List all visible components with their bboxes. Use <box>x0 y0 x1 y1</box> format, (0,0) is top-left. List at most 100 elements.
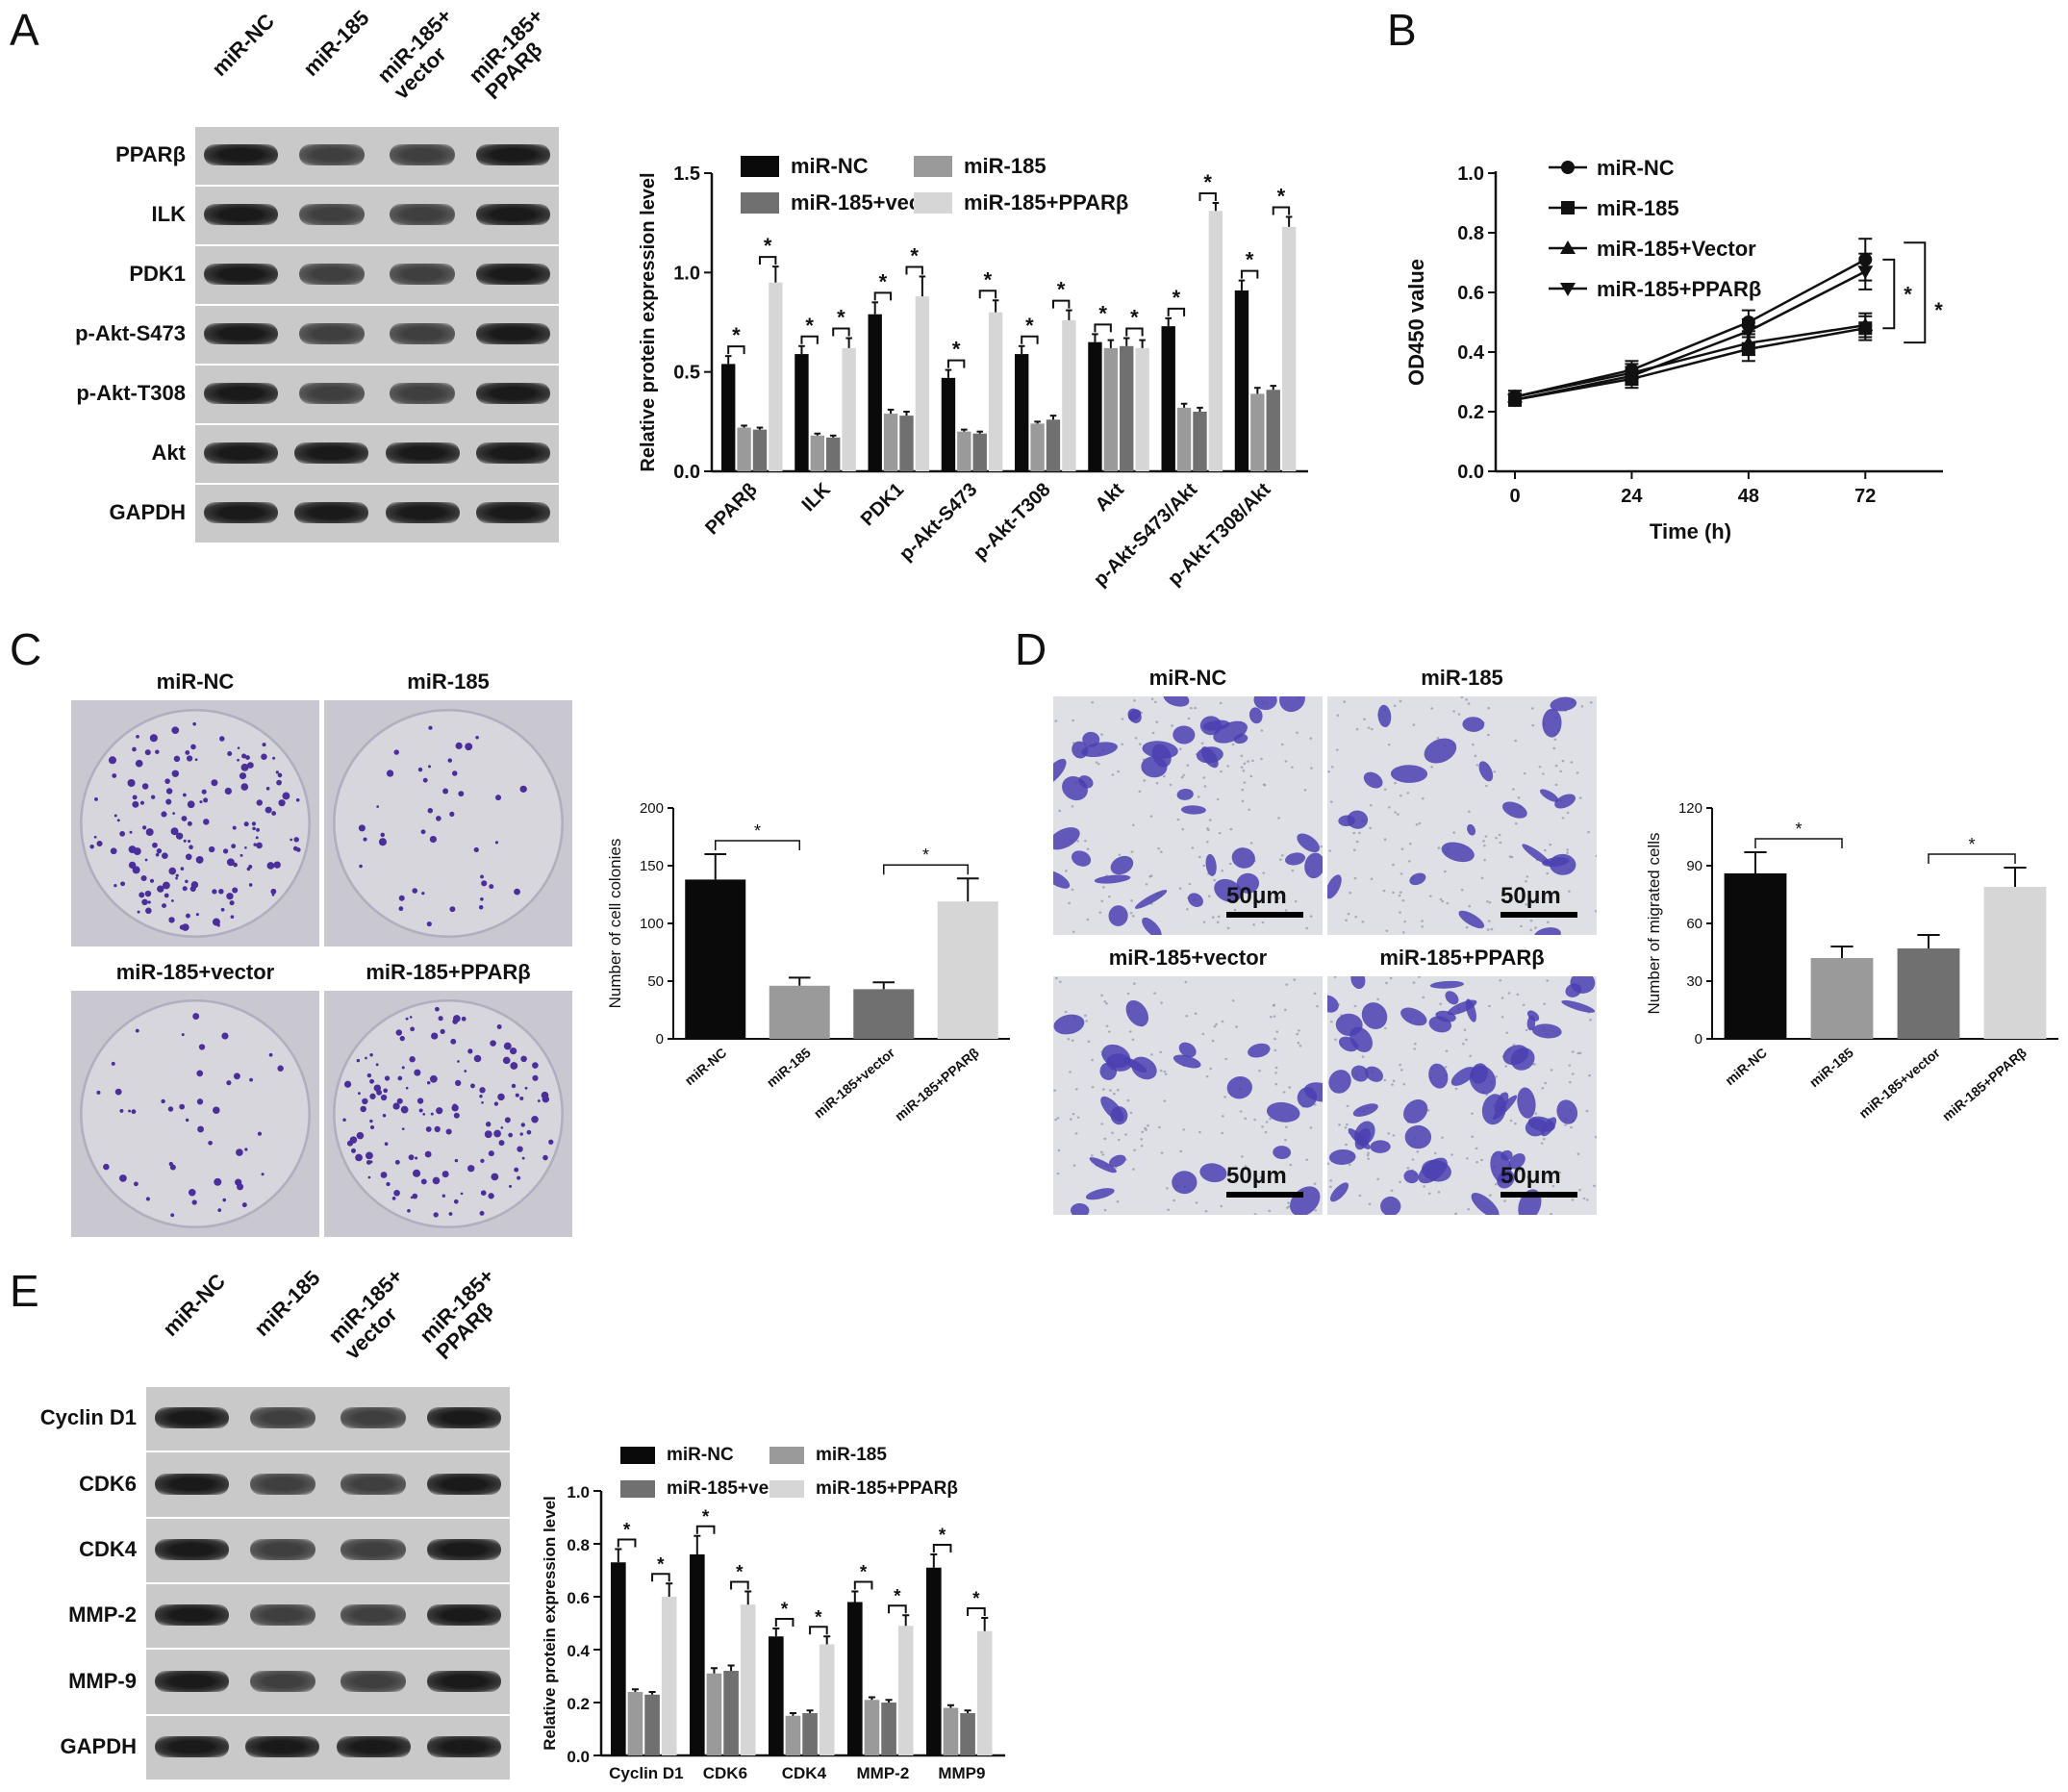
colony-dot <box>367 1175 371 1179</box>
membrane-pore <box>1422 996 1425 999</box>
membrane-pore <box>1064 1010 1068 1014</box>
y-tick-label: 60 <box>1686 916 1702 932</box>
membrane-pore <box>1249 774 1253 778</box>
colony-dot <box>181 816 188 821</box>
membrane-pore <box>1407 860 1411 863</box>
colony-dot <box>470 1083 475 1089</box>
significance-bracket <box>1125 327 1144 337</box>
bar <box>1103 347 1119 471</box>
membrane-pore <box>1284 1125 1288 1128</box>
colony-dot <box>244 1148 248 1151</box>
membrane-pore <box>1213 1024 1217 1028</box>
protein-band <box>427 1670 502 1692</box>
membrane-pore <box>1229 1180 1233 1183</box>
colony-dot <box>239 772 247 780</box>
migrated-cell <box>1071 850 1092 867</box>
bar <box>769 282 783 471</box>
membrane-pore <box>1297 1029 1300 1032</box>
significance-star: * <box>922 846 929 865</box>
colony-dot <box>165 798 172 805</box>
protein-band <box>154 1735 229 1757</box>
membrane-pore <box>1056 1117 1060 1120</box>
colony-dot <box>451 1104 459 1112</box>
blot-row-label: p-Akt-T308 <box>76 381 186 405</box>
colony-dot <box>161 811 167 818</box>
membrane-pore <box>1220 770 1223 773</box>
colony-dot <box>211 779 218 787</box>
membrane-pore <box>1338 1123 1341 1126</box>
membrane-pore <box>1474 754 1477 758</box>
bar <box>897 1626 914 1755</box>
colony-plate-photo <box>324 991 572 1237</box>
bar <box>752 429 768 471</box>
photo-title: miR-185 <box>1421 666 1503 690</box>
colony-dot <box>147 900 151 904</box>
membrane-pore <box>1069 1118 1072 1121</box>
membrane-pore <box>1399 891 1402 894</box>
membrane-pore <box>1056 1172 1060 1175</box>
colony-dot <box>412 1169 421 1177</box>
membrane-pore <box>1348 1163 1351 1166</box>
membrane-pore <box>1327 770 1331 773</box>
colony-dot <box>440 1028 445 1035</box>
membrane-pore <box>1203 785 1207 788</box>
bar <box>842 347 856 471</box>
membrane-pore <box>1418 821 1422 825</box>
legend-label: miR-185 <box>1597 196 1679 220</box>
membrane-pore <box>1389 976 1393 980</box>
colony-dot <box>164 778 170 784</box>
membrane-pore <box>1466 1157 1469 1160</box>
membrane-pore <box>1274 1037 1276 1041</box>
membrane-pore <box>1211 1039 1215 1043</box>
colony-dot <box>222 1198 227 1202</box>
membrane-pore <box>1439 1002 1443 1006</box>
membrane-pore <box>1370 877 1374 880</box>
colony-dot <box>185 879 189 884</box>
membrane-pore <box>1284 909 1288 912</box>
membrane-pore <box>1507 992 1511 995</box>
membrane-pore <box>1523 771 1526 775</box>
colony-dot <box>292 846 298 851</box>
membrane-pore <box>1347 913 1350 916</box>
series-line <box>1514 326 1866 401</box>
colony-dot <box>521 1156 525 1160</box>
colony-dot <box>496 1024 502 1029</box>
x-tick-label: miR-185+PPARβ <box>1939 1045 2030 1124</box>
bar <box>1176 407 1192 471</box>
colony-dot <box>493 1101 499 1106</box>
significance-bracket <box>1094 323 1112 333</box>
x-tick-label: MMP9 <box>938 1764 985 1782</box>
membrane-pore <box>1143 779 1147 782</box>
colony-dot <box>420 829 426 835</box>
membrane-pore <box>1157 846 1160 850</box>
protein-band <box>476 144 551 165</box>
colony-dot <box>412 888 418 894</box>
colony-dot <box>149 878 155 883</box>
colony-dot <box>497 1093 505 1101</box>
colony-dot <box>277 1065 284 1072</box>
migrated-cell <box>1304 852 1323 879</box>
colony-dot <box>217 1208 222 1212</box>
colony-dot <box>438 1016 443 1022</box>
membrane-pore <box>1071 888 1074 892</box>
colony-dot <box>369 1119 373 1123</box>
colony-plate-drawing <box>333 998 564 1229</box>
bar <box>1015 354 1029 471</box>
membrane-pore <box>1128 1030 1132 1033</box>
membrane-pore <box>1385 929 1389 932</box>
colony-dot <box>113 814 117 818</box>
bar <box>644 1694 660 1755</box>
membrane-pore <box>1058 980 1062 983</box>
membrane-pore <box>1221 869 1224 872</box>
membrane-pore <box>1261 1125 1264 1128</box>
significance-star: * <box>781 1600 789 1620</box>
membrane-pore <box>1132 982 1136 985</box>
membrane-pore <box>1369 826 1373 830</box>
membrane-pore <box>1114 1166 1118 1170</box>
colony-dot <box>414 1069 421 1076</box>
migrated-cell <box>1082 731 1100 747</box>
membrane-pore <box>1454 1087 1458 1091</box>
colony-dot <box>185 750 190 755</box>
colony-dot <box>532 1074 539 1081</box>
membrane-pore <box>1116 1199 1120 1203</box>
